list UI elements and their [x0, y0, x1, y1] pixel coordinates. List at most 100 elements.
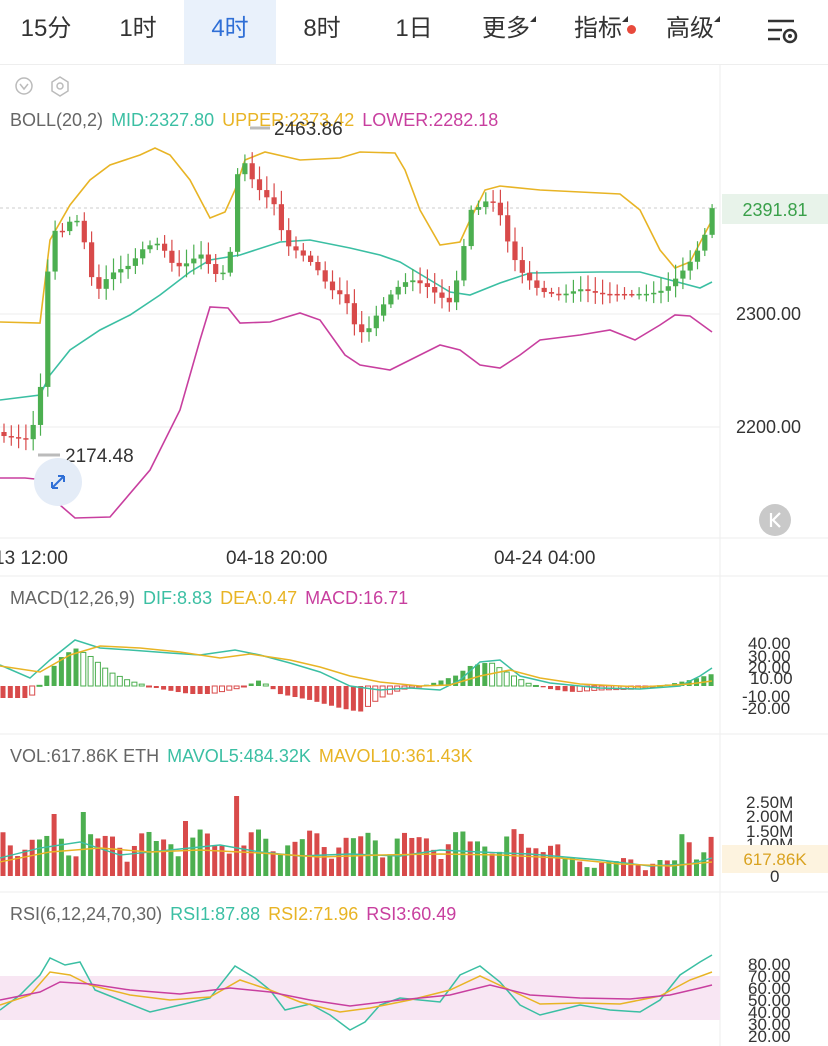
macd-histogram-bar: [672, 683, 678, 686]
boll-title: BOLL(20,2): [10, 110, 104, 130]
boll-upper: UPPER:2373.42: [222, 110, 355, 130]
volume-bar: [613, 861, 619, 876]
macd-histogram-bar: [204, 686, 210, 694]
candle-body: [162, 243, 168, 251]
candle-body: [570, 291, 576, 294]
macd-lines: [0, 639, 713, 691]
candle-body: [417, 280, 423, 284]
tab-label: 15分: [20, 15, 72, 42]
candle-body: [475, 207, 482, 210]
candle-body: [264, 190, 270, 198]
chart-settings-icon[interactable]: [766, 16, 800, 46]
macd-histogram-bar: [386, 685, 393, 695]
volume-bar: [650, 863, 656, 876]
scroll-to-latest-button[interactable]: [759, 504, 791, 536]
macd-histogram-bar: [343, 686, 349, 710]
macd-histogram-bar: [51, 665, 57, 686]
macd-tick: 30.00: [748, 647, 791, 666]
rsi-tick: 70.00: [748, 967, 791, 986]
macd-tick: 10.00: [750, 669, 793, 688]
volume-bar: [343, 837, 349, 876]
candle-body: [388, 294, 394, 305]
candle-body: [242, 163, 248, 175]
vol-mavol5: MAVOL5:484.32K: [167, 746, 311, 766]
macd-histogram-bar: [467, 665, 473, 686]
macd-histogram-bar: [540, 686, 546, 688]
macd-histogram-bar: [350, 686, 356, 711]
macd-histogram: [0, 648, 714, 712]
rsi-2: RSI2:71.96: [268, 904, 359, 924]
tab-1d[interactable]: 1日: [368, 0, 460, 64]
macd-histogram-bar: [532, 684, 539, 687]
macd-histogram-bar: [336, 686, 342, 708]
tab-label: 8时: [303, 15, 341, 42]
volume-bar: [80, 812, 86, 876]
current-price-badge: [722, 194, 828, 224]
candle-body: [1, 432, 7, 437]
volume-bar: [124, 861, 130, 876]
tab-more[interactable]: 更多: [460, 0, 552, 64]
rsi-1: RSI1:87.88: [170, 904, 261, 924]
volume-bar: [686, 842, 692, 876]
macd-dea-line: [0, 645, 713, 688]
candle-body: [534, 280, 540, 288]
price-tick: 2200.00: [736, 417, 801, 437]
indicator-settings-icon[interactable]: [51, 76, 69, 97]
macd-histogram-bar: [211, 685, 218, 694]
collapse-icon[interactable]: [15, 77, 33, 95]
tab-4h[interactable]: 4时: [184, 0, 276, 64]
candle-body: [30, 424, 36, 440]
macd-histogram-bar: [635, 685, 642, 690]
volume-bar: [489, 853, 495, 876]
tab-1h[interactable]: 1时: [92, 0, 184, 64]
dropdown-caret-icon: [714, 16, 720, 22]
tab-label: 1时: [119, 15, 157, 42]
tab-indicators[interactable]: 指标: [552, 0, 644, 64]
macd-histogram-bar: [131, 681, 138, 687]
macd-histogram-bar: [460, 670, 466, 686]
candle-body: [556, 293, 562, 296]
boll-lower: LOWER:2282.18: [362, 110, 499, 130]
tab-8h[interactable]: 8时: [276, 0, 368, 64]
macd-histogram-bar: [496, 667, 503, 687]
candle-body: [512, 241, 518, 261]
candle-body: [191, 258, 197, 264]
candle-body: [337, 290, 343, 295]
volume-bar: [153, 841, 159, 876]
tab-label: 指标: [574, 15, 622, 42]
candle-body: [424, 283, 430, 288]
volume-bar: [190, 837, 196, 876]
candle-body: [541, 287, 547, 293]
candle-body: [359, 324, 365, 333]
candle-body: [110, 272, 117, 280]
macd-histogram-bar: [584, 685, 590, 692]
tab-15m[interactable]: 15分: [0, 0, 92, 64]
candle-body: [125, 265, 131, 270]
macd-histogram-bar: [511, 675, 517, 687]
volume-bar: [584, 867, 590, 876]
volume-bar: [7, 845, 13, 876]
candle-body: [154, 243, 160, 246]
expand-icon[interactable]: [34, 458, 82, 506]
candle-body: [23, 438, 29, 440]
boll-upper-line: [0, 147, 713, 324]
macd-histogram-bar: [694, 678, 699, 686]
macd-histogram-bar: [292, 686, 298, 697]
mavol10-line: [0, 847, 713, 867]
volume-bar: [431, 849, 437, 876]
macd-tick: 40.00: [748, 634, 791, 653]
macd-histogram-bar: [416, 685, 423, 688]
macd-histogram-bar: [525, 682, 532, 687]
candle-body: [439, 292, 445, 298]
volume-bar: [708, 836, 714, 876]
macd-histogram-bar: [161, 686, 167, 690]
candle-body: [563, 293, 569, 296]
tab-advanced[interactable]: 高级: [644, 0, 736, 64]
macd-histogram-bar: [44, 675, 50, 686]
candle-body: [227, 251, 233, 273]
candle-body: [220, 272, 226, 275]
more-label-wrap: 更多: [482, 15, 536, 42]
volume-bar: [460, 831, 466, 876]
volume-bar: [37, 839, 42, 876]
macd-histogram-bar: [307, 686, 313, 700]
